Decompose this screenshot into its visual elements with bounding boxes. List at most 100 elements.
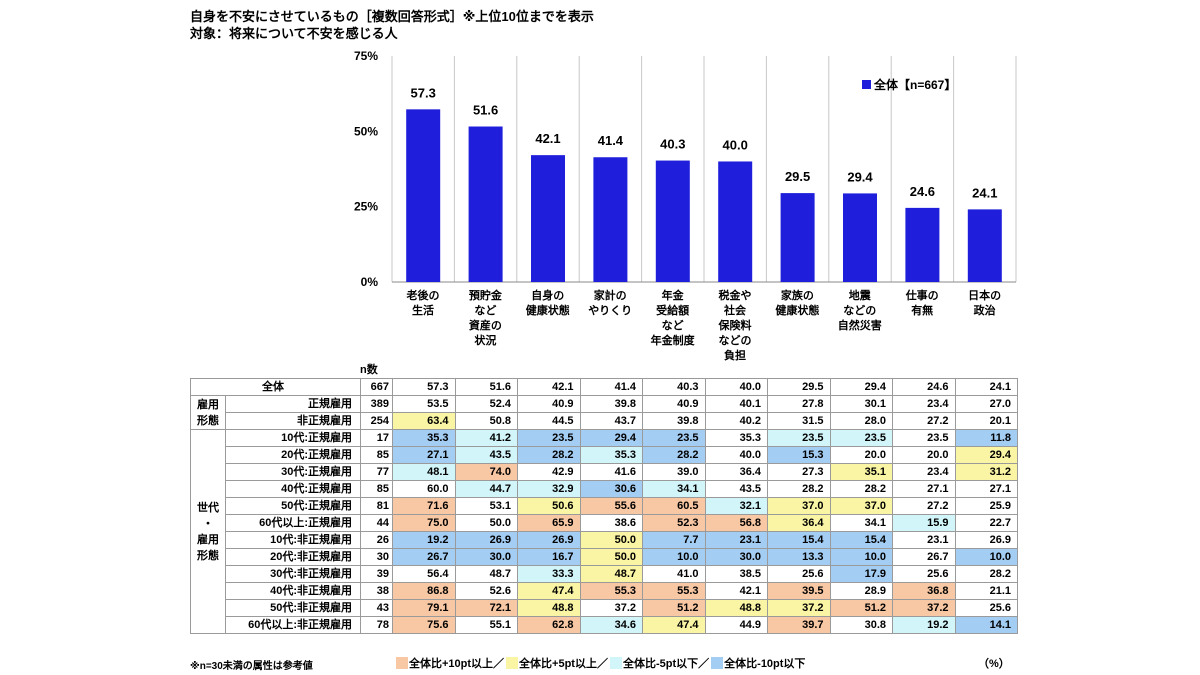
value-cell: 16.7 <box>517 548 581 566</box>
value-cell: 37.0 <box>767 497 831 515</box>
value-cell: 19.2 <box>392 531 456 549</box>
category-label-line: 健康状態 <box>525 305 570 317</box>
category-label-line: 政治 <box>973 305 996 317</box>
value-cell: 38.6 <box>579 514 643 532</box>
value-cell: 21.1 <box>954 582 1018 600</box>
title-line-1: 自身を不安にさせているもの［複数回答形式］※上位10位までを表示 <box>190 9 594 24</box>
value-cell: 23.5 <box>642 429 706 447</box>
value-cell: 28.0 <box>829 412 893 430</box>
value-cell: 47.4 <box>642 616 706 634</box>
value-cell: 13.3 <box>767 548 831 566</box>
legend-box-plus10 <box>396 657 408 669</box>
value-cell: 23.5 <box>517 429 581 447</box>
value-cell: 55.1 <box>454 616 518 634</box>
value-cell: 17.9 <box>829 565 893 583</box>
value-cell: 39.8 <box>642 412 706 430</box>
n-cell: 26 <box>360 531 393 549</box>
value-cell: 27.3 <box>767 463 831 481</box>
value-cell: 23.5 <box>829 429 893 447</box>
value-cell: 20.1 <box>954 412 1018 430</box>
value-cell: 36.4 <box>704 463 768 481</box>
value-cell: 30.0 <box>704 548 768 566</box>
table-row: 60代以上:非正規雇用 78 75.6 55.1 62.8 34.6 47.4 44.9 39.… <box>191 616 1018 634</box>
row-label: 30代:正規雇用 <box>225 463 361 481</box>
value-cell: 42.1 <box>704 582 768 600</box>
value-cell: 32.9 <box>517 480 581 498</box>
legend-swatch <box>862 80 871 89</box>
n-header: n数 <box>360 364 378 376</box>
category-label-line: 家族の <box>780 290 814 302</box>
category-label-line: 地震 <box>848 290 871 302</box>
value-cell: 29.4 <box>954 446 1018 464</box>
category-label-line: 年金制度 <box>650 335 695 347</box>
category-label-line: などの <box>718 335 752 347</box>
value-cell: 65.9 <box>517 514 581 532</box>
value-cell: 19.2 <box>892 616 956 634</box>
value-cell: 44.7 <box>454 480 518 498</box>
table-row: 50代:正規雇用 81 71.6 53.1 50.6 55.6 60.5 32.1 37.0 37… <box>191 497 1018 515</box>
value-cell: 39.5 <box>767 582 831 600</box>
value-cell: 37.0 <box>829 497 893 515</box>
value-cell: 33.3 <box>517 565 581 583</box>
value-cell: 40.3 <box>642 378 706 396</box>
table-row: 20代:非正規雇用 30 26.7 30.0 16.7 50.0 10.0 30.0 13.3 1… <box>191 548 1018 566</box>
value-cell: 35.1 <box>829 463 893 481</box>
crosstab-table: 全体 667 57.3 51.6 42.1 41.4 40.3 40.0 29.5 29.4 24.… <box>190 378 1018 634</box>
value-cell: 43.5 <box>454 446 518 464</box>
table-row: 世代・雇用 形態 10代:正規雇用 17 35.3 41.2 23.5 29.4 23.5 35.… <box>190 429 1018 634</box>
bar-value-label: 29.4 <box>847 169 873 184</box>
row-label: 20代:正規雇用 <box>225 446 361 464</box>
value-cell: 48.8 <box>517 599 581 617</box>
category-label-line: 健康状態 <box>775 305 820 317</box>
category-label-line: 保険料 <box>718 320 752 332</box>
value-cell: 35.3 <box>579 446 643 464</box>
bar <box>406 109 441 282</box>
bar <box>843 193 877 282</box>
value-cell: 38.5 <box>704 565 768 583</box>
row-label: 40代:非正規雇用 <box>225 582 361 600</box>
table-row: 30代:非正規雇用 39 56.4 48.7 33.3 48.7 41.0 38.5 25.6 1… <box>191 565 1018 583</box>
value-cell: 50.0 <box>579 531 643 549</box>
row-label: 非正規雇用 <box>225 412 361 430</box>
value-cell: 28.9 <box>829 582 893 600</box>
bar-value-label: 41.4 <box>598 133 624 148</box>
value-cell: 62.8 <box>517 616 581 634</box>
value-cell: 24.1 <box>954 378 1018 396</box>
value-cell: 31.2 <box>954 463 1018 481</box>
value-cell: 27.2 <box>892 497 956 515</box>
table-row: 60代以上:正規雇用 44 75.0 50.0 65.9 38.6 52.3 56.8 36.4… <box>191 514 1018 532</box>
value-cell: 10.0 <box>829 548 893 566</box>
value-cell: 23.5 <box>892 429 956 447</box>
row-label: 50代:非正規雇用 <box>225 599 361 617</box>
legend-box-minus10 <box>711 657 724 669</box>
value-cell: 40.1 <box>704 395 768 413</box>
value-cell: 56.4 <box>392 565 456 583</box>
category-label: 預貯金 など 資産の 状況 <box>454 289 516 349</box>
bar <box>468 126 503 283</box>
legend-item-plus5: 全体比+5pt以上／ <box>506 655 608 671</box>
category-label: 地震 などの 自然災害 <box>829 289 891 334</box>
category-label: 家計の やりくり <box>579 289 641 319</box>
value-cell: 48.1 <box>392 463 456 481</box>
value-cell: 39.0 <box>642 463 706 481</box>
legend-item-plus10: 全体比+10pt以上／ <box>396 655 504 671</box>
bar <box>655 160 690 282</box>
bar <box>531 155 565 282</box>
group-label: 世代・雇用 形態 <box>190 429 226 634</box>
value-cell: 25.6 <box>954 599 1018 617</box>
value-cell: 22.7 <box>954 514 1018 532</box>
table-row: 非正規雇用 254 63.4 50.8 44.5 43.7 39.8 40.2 31.5 28.0… <box>191 412 1018 430</box>
n-cell: 81 <box>360 497 393 515</box>
value-cell: 41.0 <box>642 565 706 583</box>
table-row: 10代:非正規雇用 26 19.2 26.9 26.9 50.0 7.7 23.1 15.4 15… <box>191 531 1018 549</box>
category-label: 税金や 社会 保険料 などの 負担 <box>704 289 766 364</box>
value-cell: 26.9 <box>454 531 518 549</box>
category-label-line: 自然災害 <box>837 320 882 332</box>
bar-value-label: 24.6 <box>910 184 935 199</box>
row-label: 全体 <box>190 378 361 396</box>
value-cell: 55.3 <box>642 582 706 600</box>
value-cell: 30.8 <box>829 616 893 634</box>
row-label: 正規雇用 <box>225 395 361 413</box>
category-label-line: などの <box>843 305 877 317</box>
value-cell: 31.5 <box>767 412 831 430</box>
